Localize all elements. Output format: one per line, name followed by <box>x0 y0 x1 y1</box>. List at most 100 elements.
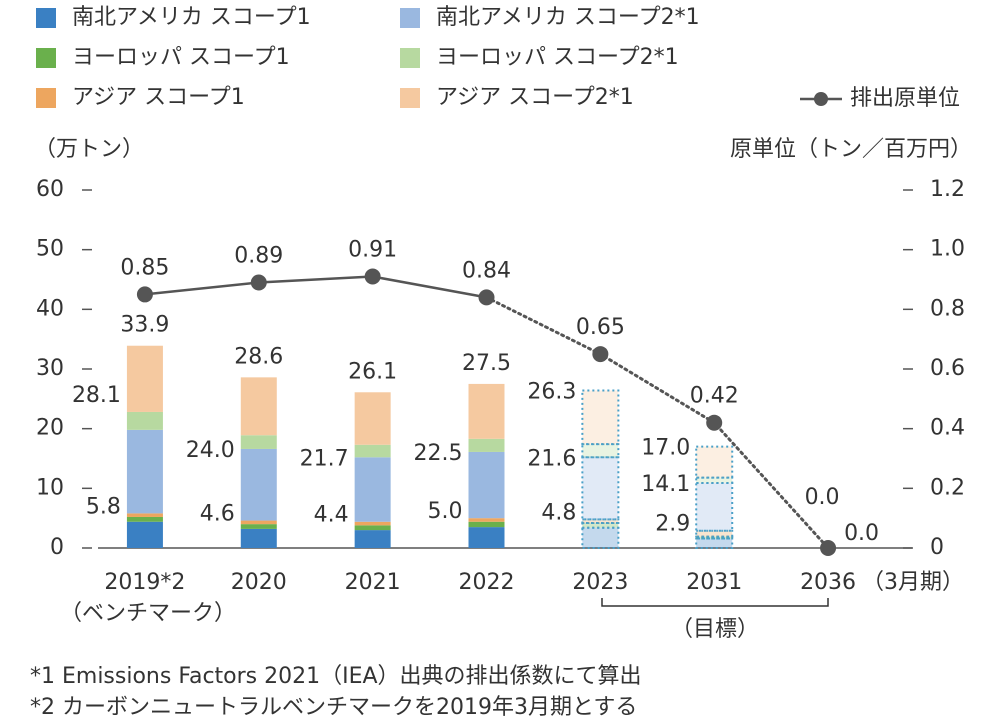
total-label: 26.1 <box>348 359 397 384</box>
footnote: *1 Emissions Factors 2021（IEA）出典の排出係数にて算… <box>30 664 642 689</box>
bar-segment <box>581 443 620 459</box>
scope1-label: 4.8 <box>541 500 576 525</box>
line-label: 0.85 <box>120 255 169 280</box>
line-path <box>485 295 830 550</box>
bar-segment <box>695 445 734 479</box>
bar-segment <box>126 516 163 522</box>
y-tick-label: 20 <box>36 416 64 441</box>
line-marker <box>478 289 495 306</box>
bar-segment <box>354 392 391 445</box>
y-tick-label: 0 <box>50 535 64 560</box>
legend-label: 南北アメリカ スコープ1 <box>72 5 311 30</box>
bar-segment <box>354 521 391 526</box>
total-label: 33.9 <box>120 313 169 338</box>
bar-segment <box>468 438 505 452</box>
y-axis-title: （万トン） <box>34 137 144 162</box>
line-label: 0.0 <box>805 485 840 510</box>
bar-segment <box>581 521 620 529</box>
bar-segment <box>354 457 391 522</box>
bar-segment <box>695 535 734 540</box>
legend-swatch <box>36 48 56 68</box>
bar-segment <box>468 451 505 519</box>
y2-tick-label: 1.0 <box>930 237 965 262</box>
bar-segment <box>126 521 163 548</box>
bar-segment <box>581 518 620 524</box>
y-tick-label: 60 <box>36 177 64 202</box>
bar-segment <box>240 435 277 449</box>
legend-label: 排出原単位 <box>850 86 960 111</box>
scope2-label: 21.6 <box>527 446 576 471</box>
line-path <box>144 275 487 299</box>
bar-segment <box>695 529 734 538</box>
y2-tick-label: 0.6 <box>930 356 965 381</box>
total-label: 27.5 <box>462 351 511 376</box>
scope1-label: 5.0 <box>428 499 463 524</box>
y-tick-label: 10 <box>36 475 64 500</box>
legend-label: ヨーロッパ スコープ1 <box>72 45 290 70</box>
target-bracket <box>601 598 829 607</box>
y2-tick-label: 0.8 <box>930 296 965 321</box>
scope2-label: 21.7 <box>300 446 349 471</box>
total-label: 0.0 <box>844 521 879 546</box>
x-tick-label: 2031 <box>686 570 742 595</box>
bar-segment <box>126 429 163 514</box>
bar-segment <box>581 456 620 521</box>
line-marker <box>820 540 837 556</box>
y2-tick-label: 0 <box>930 535 944 560</box>
bar-segment <box>354 530 391 548</box>
y2-axis-title: 原単位（トン／百万円） <box>730 137 972 162</box>
scope1-label: 2.9 <box>655 512 690 537</box>
legend-label: アジア スコープ2*1 <box>436 85 634 110</box>
bar-segment <box>468 527 505 548</box>
y2-tick-label: 0.2 <box>930 475 965 500</box>
scope1-label: 4.4 <box>314 503 349 528</box>
bar-segment <box>240 520 277 525</box>
y-tick-label: 50 <box>36 237 64 262</box>
scope2-label: 22.5 <box>414 441 463 466</box>
legend-swatch <box>400 48 420 68</box>
legend-swatch <box>400 8 420 28</box>
bar-segment <box>240 524 277 529</box>
y-tick-label: 30 <box>36 356 64 381</box>
bar-segment <box>581 389 620 446</box>
bar-segment <box>126 411 163 430</box>
bar-segment <box>581 526 620 549</box>
bar-segment <box>126 345 163 412</box>
bar-segment <box>695 537 734 549</box>
legend-label: 南北アメリカ スコープ2*1 <box>436 5 700 30</box>
footnote: *2 カーボンニュートラルベンチマークを2019年3月期とする <box>30 695 637 720</box>
x-unit: （3月期） <box>862 570 964 595</box>
scope2-label: 14.1 <box>641 472 690 497</box>
x-tick-label: 2021 <box>345 570 401 595</box>
bar-segment <box>240 528 277 548</box>
line-label: 0.65 <box>576 315 625 340</box>
y2-tick-label: 0.4 <box>930 416 965 441</box>
x-tick-label: 2036 <box>800 570 856 595</box>
bar-segment <box>240 377 277 436</box>
x-tick-label: 2019*2 <box>104 570 185 595</box>
total-label: 28.6 <box>234 344 283 369</box>
line-label: 0.42 <box>690 384 739 409</box>
scope1-label: 5.8 <box>86 494 121 519</box>
bar-segment <box>354 525 391 531</box>
x-tick-label: 2020 <box>231 570 287 595</box>
legend-label: ヨーロッパ スコープ2*1 <box>436 45 679 70</box>
total-label: 17.0 <box>641 436 690 461</box>
bar-segment <box>126 513 163 517</box>
bar-segment <box>468 518 505 522</box>
bar-segment <box>468 383 505 439</box>
bar-segment <box>695 476 734 484</box>
line-marker <box>706 414 723 431</box>
x-tick-label: 2022 <box>459 570 515 595</box>
category-note: （ベンチマーク） <box>60 601 236 626</box>
line-label: 0.89 <box>234 243 283 268</box>
line-label: 0.91 <box>348 238 397 263</box>
legend-swatch <box>36 88 56 108</box>
scope1-label: 4.6 <box>200 502 235 527</box>
line-marker <box>364 268 381 285</box>
legend-swatch <box>36 8 56 28</box>
scope2-label: 28.1 <box>72 383 121 408</box>
bar-segment <box>354 444 391 458</box>
bar-segment <box>240 448 277 521</box>
